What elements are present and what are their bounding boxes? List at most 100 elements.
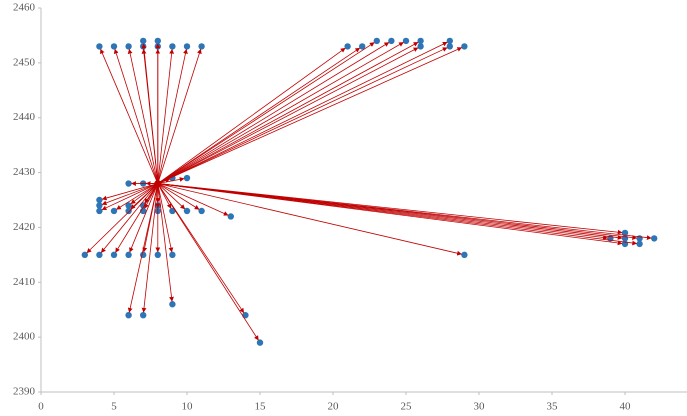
x-tick-label: 15 [255, 401, 267, 413]
arrow [157, 183, 174, 253]
point [81, 251, 89, 259]
point [461, 251, 468, 259]
x-tick-label: 30 [474, 401, 486, 413]
arrow [157, 42, 375, 184]
arrow [157, 183, 174, 302]
y-tick-label: 2390 [13, 386, 36, 398]
arrow [141, 43, 159, 184]
point [183, 207, 191, 215]
arrow [157, 47, 448, 184]
y-tick-label: 2410 [13, 276, 36, 288]
point [169, 251, 176, 259]
arrow [101, 183, 158, 206]
point [125, 207, 132, 215]
arrow [157, 183, 259, 341]
point [140, 312, 147, 319]
point [183, 43, 191, 50]
point [125, 180, 132, 187]
x-tick-label: 25 [401, 401, 413, 413]
arrow [141, 183, 159, 313]
point [242, 312, 249, 319]
y-tick-label: 2420 [13, 221, 36, 233]
arrow [101, 183, 158, 201]
origin-point [154, 180, 162, 188]
arrow [157, 47, 346, 184]
point [96, 196, 103, 204]
point [110, 207, 118, 215]
point [183, 174, 191, 182]
point [227, 213, 234, 220]
x-tick-label: 35 [547, 401, 559, 413]
point [96, 251, 103, 259]
arrow [157, 183, 462, 256]
arrow [127, 48, 159, 184]
x-tick-label: 40 [620, 401, 632, 413]
arrow [129, 183, 159, 253]
arrow [101, 183, 158, 211]
point [446, 37, 453, 45]
point [154, 37, 161, 45]
point [169, 301, 176, 308]
arrow [130, 183, 159, 205]
point [461, 43, 468, 50]
point [344, 43, 351, 50]
arrow [157, 183, 186, 210]
point [110, 251, 118, 259]
point [388, 37, 395, 45]
arrow [157, 42, 390, 184]
point [96, 207, 103, 215]
point [198, 43, 205, 50]
arrow [157, 47, 361, 184]
point [651, 235, 658, 242]
arrow [100, 48, 159, 184]
arrow [157, 177, 185, 184]
y-tick-label: 2450 [13, 56, 36, 68]
y-tick-label: 2400 [13, 331, 36, 343]
arrow [157, 48, 175, 184]
point [125, 202, 132, 209]
point [169, 43, 176, 50]
point [110, 43, 118, 50]
arrow [157, 183, 638, 246]
point [154, 251, 161, 259]
point [402, 37, 410, 45]
arrow [157, 183, 245, 314]
point [96, 43, 103, 50]
y-tick-label: 2440 [13, 111, 36, 123]
arrow [127, 183, 159, 313]
arrow [116, 183, 159, 210]
arrow [157, 183, 200, 210]
point [96, 202, 103, 209]
arrow [157, 47, 419, 184]
point [359, 43, 366, 50]
point [636, 240, 643, 248]
arrow [157, 42, 404, 184]
point [256, 339, 264, 346]
arrow [157, 48, 202, 184]
arrow [100, 183, 159, 253]
x-tick-label: 10 [182, 401, 194, 413]
point [198, 207, 205, 215]
point [621, 229, 629, 237]
arrow [157, 47, 463, 184]
arrow [113, 48, 159, 184]
point [417, 37, 424, 45]
arrow [157, 41, 419, 184]
y-tick-label: 2430 [13, 166, 36, 178]
arrow [86, 183, 159, 254]
point [140, 37, 147, 45]
arrow [157, 48, 188, 184]
x-tick-label: 5 [111, 401, 117, 413]
point [373, 37, 380, 45]
y-tick-label: 2460 [13, 2, 36, 14]
arrow [115, 183, 159, 253]
point [446, 43, 453, 50]
arrow [157, 183, 229, 216]
point [125, 43, 132, 50]
x-tick-label: 0 [38, 401, 44, 413]
x-tick-label: 20 [328, 401, 340, 413]
point [417, 43, 424, 50]
point [140, 251, 147, 259]
